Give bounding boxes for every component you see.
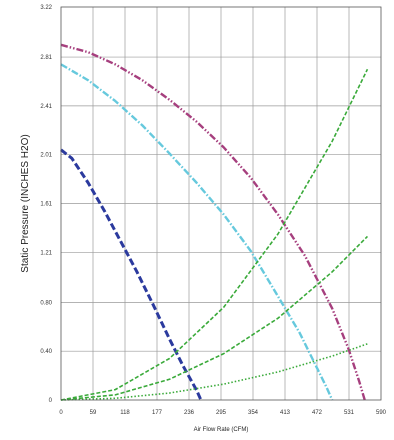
system-curve-line-4: [60, 68, 369, 401]
y-axis-title: Static Pressure (INCHES H2O): [20, 134, 31, 272]
x-tick-label: 531: [344, 410, 355, 416]
x-tick-label: 59: [90, 410, 97, 416]
plot-border: [60, 6, 382, 401]
x-tick-label: 590: [376, 410, 387, 416]
x-tick-label: 177: [152, 410, 163, 416]
x-tick-label: 295: [216, 410, 227, 416]
system-curve-line-6: [60, 343, 368, 401]
y-tick-label: 0.40: [40, 349, 52, 355]
y-tick-label: 3.22: [40, 5, 52, 11]
y-tick-label: 2.81: [40, 55, 52, 61]
x-tick-label: 0: [59, 410, 63, 416]
x-tick-label: 413: [280, 410, 291, 416]
x-tick-label: 236: [184, 410, 195, 416]
y-tick-label: 0: [49, 398, 53, 404]
y-tick-label: 0.80: [40, 300, 52, 306]
x-tick-label: 472: [312, 410, 323, 416]
y-tick-label: 1.61: [40, 202, 52, 208]
y-tick-label: 2.01: [40, 153, 52, 159]
x-tick-label: 354: [248, 410, 259, 416]
tick-labels: 0 59 118 177 236 295 354 413 472 531 590 0 0.40 0.80 1…: [40, 5, 386, 416]
fan-curve-line-2: [60, 63, 334, 401]
y-tick-label: 1.21: [40, 250, 52, 256]
series-group: [60, 43, 369, 401]
x-tick-label: 118: [120, 410, 130, 416]
gridlines: [61, 7, 381, 400]
fan-curve-line-1: [60, 148, 203, 401]
x-axis-title: Air Flow Rate (CFM): [194, 427, 249, 433]
y-tick-label: 2.41: [40, 104, 52, 110]
fan-curve-line-3: [60, 43, 366, 401]
system-curve-line-5: [60, 235, 369, 401]
